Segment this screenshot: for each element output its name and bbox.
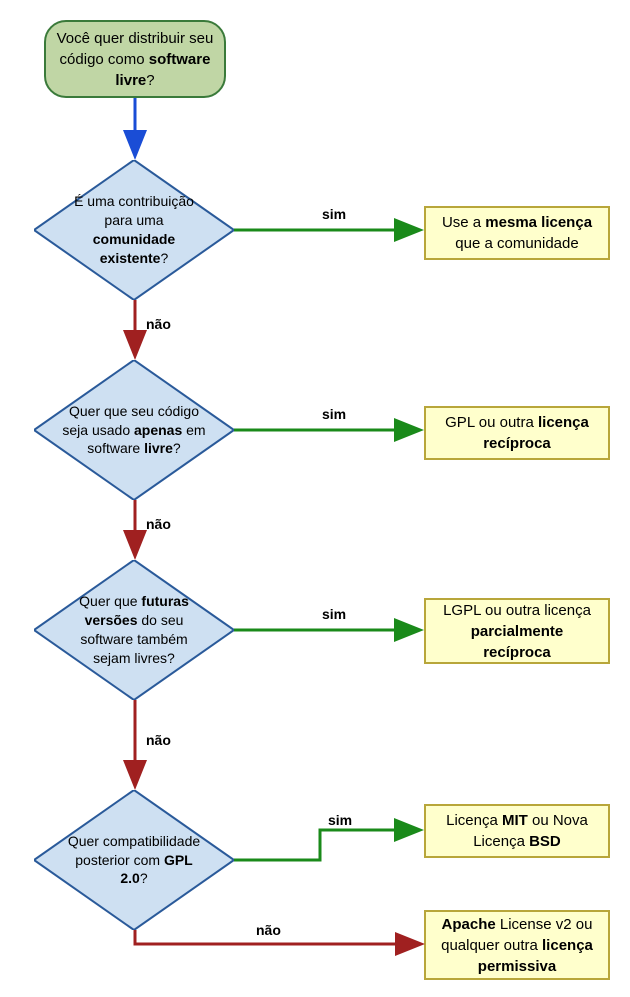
- arrow-start-d1: [129, 98, 141, 162]
- arrow-d2-r2: [234, 424, 426, 436]
- label-d3-sim: sim: [322, 606, 346, 622]
- start-text-post: ?: [146, 72, 154, 89]
- r3-bold: parcialmente recíproca: [471, 623, 564, 661]
- d1-post: ?: [160, 250, 168, 266]
- arrow-d3-d4: [129, 700, 141, 792]
- r4-pre1: Licença: [446, 812, 502, 829]
- label-d2-sim: sim: [322, 406, 346, 422]
- label-d1-nao: não: [146, 316, 171, 332]
- label-d2-nao: não: [146, 516, 171, 532]
- label-d4-nao: não: [256, 922, 281, 938]
- r4-bold2: BSD: [529, 833, 561, 850]
- arrow-d3-r3: [234, 624, 426, 636]
- label-d1-sim: sim: [322, 206, 346, 222]
- result-apache: Apache License v2 ou qualquer outra lice…: [424, 910, 610, 980]
- result-gpl: GPL ou outra licença recíproca: [424, 406, 610, 460]
- r5-bold1: Apache: [442, 916, 496, 933]
- r1-pre: Use a: [442, 214, 485, 231]
- r3-pre: LGPL ou outra licença: [443, 602, 591, 619]
- result-mit-bsd: Licença MIT ou Nova Licença BSD: [424, 804, 610, 858]
- d3-pre: Quer que: [79, 593, 141, 609]
- r2-pre: GPL ou outra: [445, 414, 538, 431]
- d1-pre: É uma contribuição para uma: [74, 193, 194, 228]
- d2-bold1: apenas: [134, 422, 182, 438]
- arrow-d1-d2: [129, 300, 141, 362]
- r1-bold: mesma licença: [485, 214, 592, 231]
- r1-post: que a comunidade: [455, 235, 578, 252]
- decision-future-free: Quer que futuras versões do seu software…: [34, 560, 234, 700]
- arrow-d1-r1: [234, 224, 426, 236]
- r4-bold1: MIT: [502, 812, 528, 829]
- decision-only-free: Quer que seu código seja usado apenas em…: [34, 360, 234, 500]
- result-lgpl: LGPL ou outra licença parcialmente recíp…: [424, 598, 610, 664]
- result-same-license: Use a mesma licença que a comunidade: [424, 206, 610, 260]
- d2-post: ?: [173, 440, 181, 456]
- start-node: Você quer distribuir seu código como sof…: [44, 20, 226, 98]
- arrow-d2-d3: [129, 500, 141, 562]
- decision-community: É uma contribuição para uma comunidade e…: [34, 160, 234, 300]
- label-d4-sim: sim: [328, 812, 352, 828]
- d2-bold2: livre: [144, 440, 173, 456]
- decision-gpl2-compat: Quer compatibilidade posterior com GPL 2…: [34, 790, 234, 930]
- label-d3-nao: não: [146, 732, 171, 748]
- d4-post: ?: [140, 870, 148, 886]
